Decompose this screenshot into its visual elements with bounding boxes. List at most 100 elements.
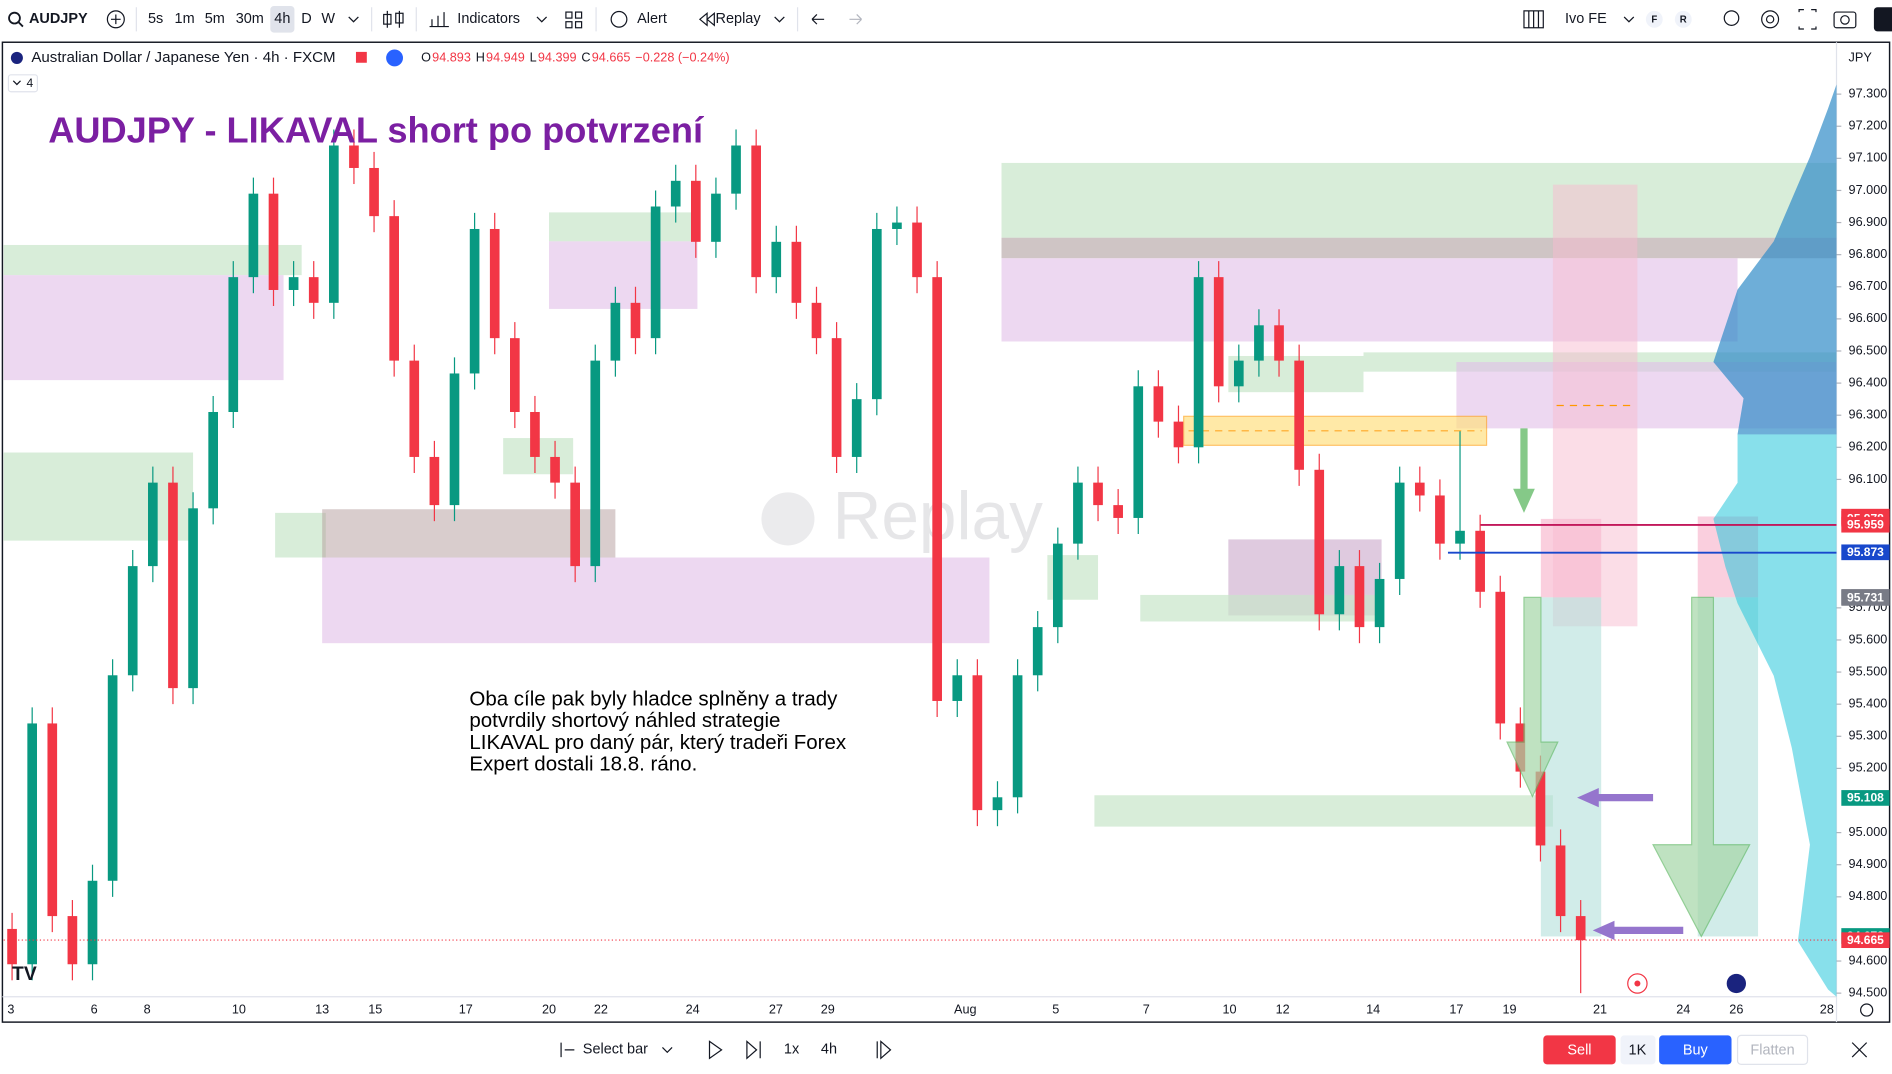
indicators-button[interactable]: Indicators (457, 11, 520, 27)
indicator-toggle[interactable] (7, 74, 39, 93)
timeframe[interactable]: 4h (274, 11, 290, 27)
candle-body (610, 302, 621, 361)
templates-icon[interactable] (565, 11, 583, 29)
close-button[interactable] (1851, 1042, 1868, 1058)
drawings (3, 428, 1837, 994)
buy-label[interactable]: Buy (1683, 1042, 1709, 1058)
candle-body (308, 277, 319, 303)
settings-icon[interactable] (1761, 10, 1780, 29)
flag-marker[interactable] (1726, 973, 1746, 994)
candle-body (389, 216, 399, 361)
event-marker-dot (1634, 980, 1641, 987)
timeframe[interactable]: 1m (175, 11, 195, 27)
candle-body (1575, 916, 1586, 941)
candle-body (1093, 482, 1103, 506)
dropdown[interactable] (348, 16, 359, 23)
volume-profile (1713, 84, 1837, 997)
sell-button[interactable] (1543, 1035, 1616, 1065)
currency[interactable]: JPY (1849, 50, 1873, 64)
demand-zone (549, 212, 700, 242)
add-symbol[interactable] (106, 10, 125, 29)
alert-button[interactable]: Alert (637, 11, 667, 27)
candle-body (972, 675, 983, 811)
event-marker[interactable] (1627, 973, 1648, 994)
badge[interactable]: F (1651, 14, 1657, 25)
replay-button[interactable]: Replay (716, 11, 762, 27)
dropdown[interactable] (1623, 16, 1635, 23)
candle-body (831, 338, 842, 457)
candle-type-icon (383, 13, 392, 25)
target-box (1540, 597, 1602, 937)
publish-button[interactable] (1873, 7, 1892, 32)
date-label: 14 (1366, 1002, 1380, 1016)
play-button[interactable] (708, 1040, 723, 1060)
buy-button[interactable] (1659, 1035, 1732, 1065)
price-label: 96.700 (1849, 279, 1888, 293)
candle-body (469, 228, 480, 374)
search-icon[interactable] (1723, 10, 1740, 26)
candle-body (148, 482, 158, 567)
ohlc-value: 94.949 (486, 50, 525, 64)
timeframe[interactable]: D (301, 11, 311, 27)
price-label: 97.300 (1849, 86, 1888, 100)
axis-settings[interactable] (1860, 1003, 1874, 1017)
bottom-toolbar: Select bar 1x 4h Sell 1K Buy Flatten (560, 1034, 1868, 1065)
candle-body (1435, 495, 1445, 544)
top-toolbar: AUDJPY Indicators Alert Replay Ivo FE F … (8, 6, 1892, 33)
jump-button[interactable] (876, 1040, 892, 1060)
price-label: 96.600 (1849, 311, 1888, 325)
logo: TV (12, 964, 37, 985)
date-label: 10 (1223, 1002, 1237, 1016)
badge[interactable]: R (1680, 14, 1687, 25)
user-name[interactable]: Ivo FE (1565, 11, 1607, 27)
date-label: 29 (821, 1002, 835, 1016)
down-arrow (1513, 428, 1535, 513)
price-label: 95.500 (1849, 664, 1888, 678)
ohlc: O 94.893 H 94.949 L 94.399 C 94.665 −0.228 (−0.2… (421, 50, 729, 64)
layout-icon[interactable] (1523, 10, 1544, 29)
replay-indicator[interactable] (386, 49, 404, 67)
timeframe[interactable]: 5m (205, 11, 225, 27)
fullscreen-icon[interactable] (1798, 9, 1817, 30)
flatten-label[interactable]: Flatten (1750, 1042, 1794, 1058)
candle-body (791, 241, 802, 303)
price-label: 96.300 (1849, 408, 1888, 422)
select-bar-button[interactable]: Select bar (583, 1042, 648, 1058)
candle-body (1495, 591, 1506, 724)
watermark-icon (761, 492, 815, 546)
symbol[interactable]: AUDJPY (29, 11, 88, 27)
candles (7, 129, 1586, 994)
undo[interactable] (811, 14, 825, 25)
date-label: 5 (1052, 1002, 1059, 1016)
settings-icon-core (1765, 15, 1775, 24)
candle-body (1032, 627, 1043, 676)
candle-body (1213, 277, 1224, 387)
sell-label[interactable]: Sell (1567, 1042, 1591, 1058)
dropdown[interactable] (774, 16, 785, 23)
qty-label[interactable]: 1K (1629, 1042, 1647, 1058)
candle-body (1394, 482, 1405, 579)
candle-body (550, 456, 560, 483)
screenshot-lens (1840, 15, 1850, 25)
timeframe[interactable]: 5s (148, 11, 163, 27)
search-icon[interactable] (8, 11, 21, 25)
speed-button[interactable]: 1x (784, 1042, 800, 1058)
price-label: 97.200 (1849, 119, 1888, 133)
step-button[interactable] (746, 1040, 761, 1060)
candle-body (630, 302, 641, 339)
candle-body (1173, 421, 1184, 448)
interval-button[interactable]: 4h (821, 1042, 837, 1058)
dropdown[interactable] (662, 1047, 673, 1054)
screenshot-icon[interactable] (1833, 11, 1857, 29)
timeframe[interactable]: 30m (236, 11, 264, 27)
indicator-count[interactable]: 4 (27, 76, 34, 90)
redo[interactable] (849, 14, 862, 25)
price-label: 95.400 (1849, 697, 1888, 711)
candle-body (1354, 566, 1365, 628)
target-pointer (1592, 920, 1684, 941)
timeframe[interactable]: W (321, 11, 335, 27)
qty-field[interactable] (1620, 1035, 1656, 1065)
flatten-button[interactable] (1736, 1034, 1809, 1065)
price-axis: 97.300 97.200 97.100 97.000 96.900 96.800 96.7… (1836, 86, 1890, 999)
dropdown[interactable] (536, 16, 548, 23)
